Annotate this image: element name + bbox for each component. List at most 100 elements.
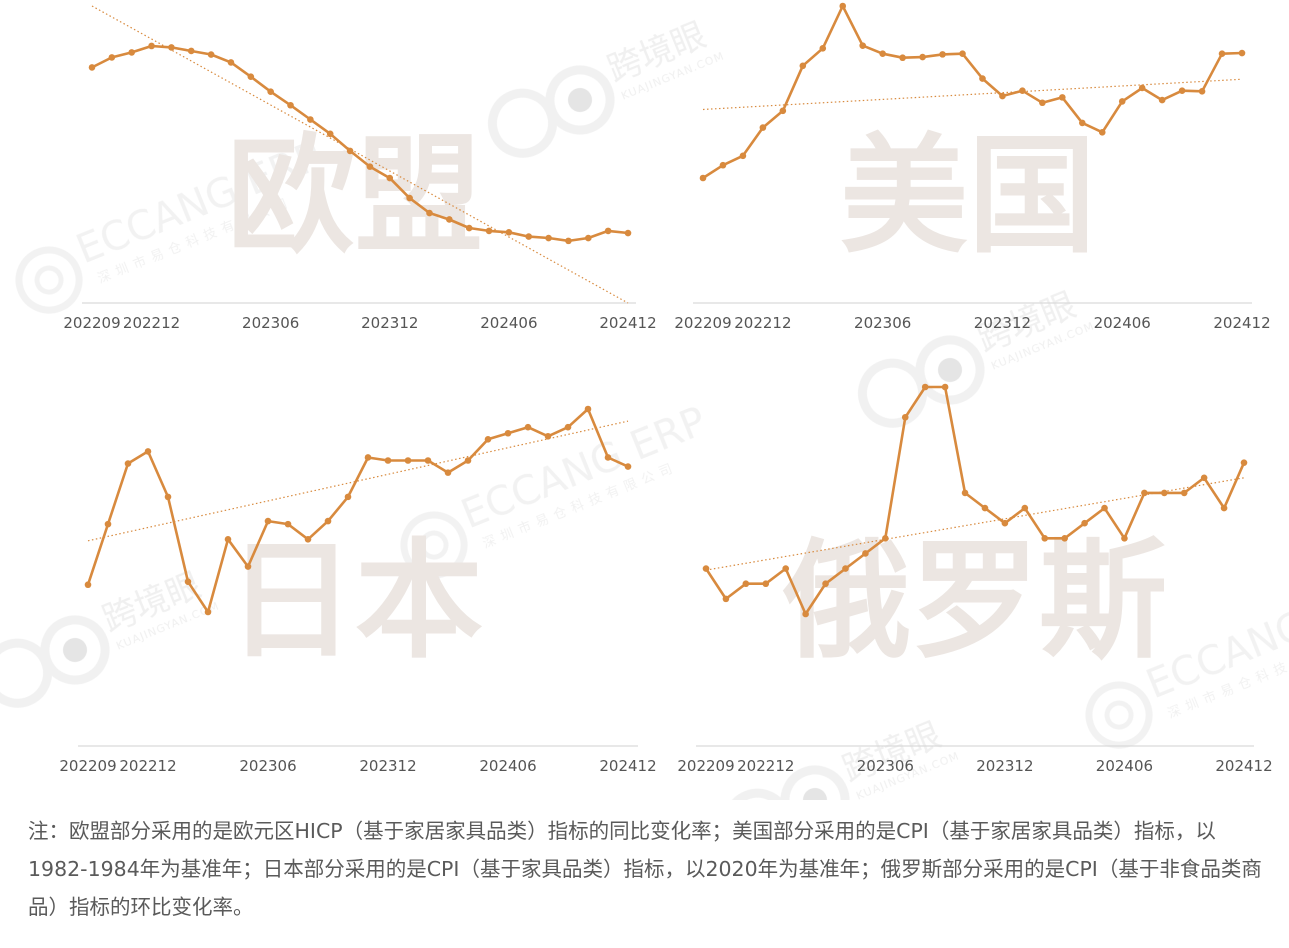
region-watermark-label: 俄罗斯 — [782, 527, 1167, 676]
data-point — [1158, 96, 1166, 104]
data-point — [1240, 459, 1248, 466]
data-point — [739, 152, 747, 160]
data-point — [882, 535, 889, 542]
data-point — [287, 101, 294, 109]
data-point — [88, 64, 96, 71]
x-tick-label: 202412 — [599, 757, 656, 775]
data-point — [446, 216, 453, 223]
x-tick-label: 202406 — [479, 757, 536, 775]
x-tick-label: 202412 — [599, 314, 656, 332]
data-point — [899, 54, 906, 62]
data-point — [364, 454, 372, 461]
data-point — [168, 44, 175, 51]
data-point — [484, 435, 492, 443]
x-tick-label: 202406 — [1096, 757, 1153, 775]
data-point — [1138, 84, 1146, 92]
x-tick-label: 202306 — [239, 757, 296, 775]
data-point — [839, 2, 847, 10]
data-point — [604, 227, 612, 235]
data-point — [204, 608, 212, 616]
series-line — [91, 44, 629, 243]
data-point — [465, 224, 473, 232]
data-point — [525, 233, 533, 240]
x-tick-label: 202306 — [242, 314, 299, 332]
data-point — [722, 595, 730, 603]
data-point — [386, 174, 394, 182]
data-point — [505, 229, 513, 236]
data-point — [545, 234, 552, 242]
data-point — [1118, 98, 1126, 105]
chart-panel-2: 202209 202212 202306 202312 202406 202412 — [59, 405, 657, 775]
data-point — [719, 161, 727, 169]
data-point — [1178, 87, 1186, 94]
data-point — [207, 51, 215, 58]
data-point — [1198, 88, 1206, 95]
data-point — [822, 580, 829, 588]
data-point — [84, 581, 92, 589]
region-watermark-label: 美国 — [840, 122, 1096, 271]
x-tick-label: 202209 — [674, 314, 731, 332]
data-point — [444, 469, 452, 476]
data-point — [104, 520, 112, 528]
data-point — [284, 520, 292, 528]
data-point — [842, 565, 849, 572]
data-point — [699, 174, 707, 182]
x-tick-label: 202306 — [854, 314, 911, 332]
data-point — [584, 405, 592, 413]
data-point — [624, 463, 632, 470]
data-point — [1238, 49, 1246, 57]
x-tick-label: 202312 — [976, 757, 1033, 775]
x-tick-label: 202406 — [1094, 314, 1151, 332]
data-point — [524, 423, 532, 431]
data-point — [187, 47, 195, 55]
data-point — [1021, 504, 1029, 512]
trend-line — [702, 78, 1243, 111]
chart-panel-1: 202209 202212 202306 202312 202406 202412 — [674, 2, 1271, 332]
x-tick-label: 202212 — [734, 314, 791, 332]
data-point — [244, 563, 252, 570]
region-watermark-label: 日本 — [227, 527, 483, 676]
data-point — [1180, 489, 1188, 497]
data-point — [759, 124, 767, 131]
data-point — [148, 42, 155, 50]
data-point — [959, 50, 966, 58]
data-point — [184, 578, 192, 586]
series-line — [704, 385, 1246, 616]
data-point — [426, 209, 433, 217]
x-tick-label: 202212 — [119, 757, 176, 775]
x-tick-label: 202312 — [974, 314, 1031, 332]
data-point — [485, 227, 493, 235]
data-point — [604, 454, 612, 461]
data-point — [1121, 535, 1128, 542]
x-tick-label: 202312 — [361, 314, 418, 332]
data-point — [1218, 50, 1226, 58]
data-point — [324, 517, 332, 525]
x-tick-label: 202306 — [857, 757, 914, 775]
data-point — [366, 163, 374, 170]
x-tick-label: 202312 — [359, 757, 416, 775]
data-point — [128, 49, 136, 56]
trend-line — [705, 477, 1245, 571]
data-point — [565, 237, 572, 245]
data-point — [819, 45, 827, 52]
chart-panel-0: 202209 202212 202306 202312 202406 202412 — [63, 5, 657, 332]
x-tick-label: 202209 — [59, 757, 116, 775]
trend-line — [87, 420, 629, 542]
data-point — [1098, 129, 1106, 136]
data-point — [307, 116, 314, 123]
chart-panel-3: 202209 202212 202306 202312 202406 202412 — [677, 383, 1273, 775]
data-point — [779, 107, 787, 115]
data-point — [1081, 519, 1088, 527]
data-point — [584, 234, 592, 242]
data-point — [344, 493, 352, 501]
x-tick-label: 202209 — [677, 757, 734, 775]
data-point — [424, 457, 432, 464]
chart-footnote: 注：欧盟部分采用的是欧元区HICP（基于家居家具品类）指标的同比变化率；美国部分… — [28, 819, 1262, 919]
data-point — [999, 92, 1006, 100]
